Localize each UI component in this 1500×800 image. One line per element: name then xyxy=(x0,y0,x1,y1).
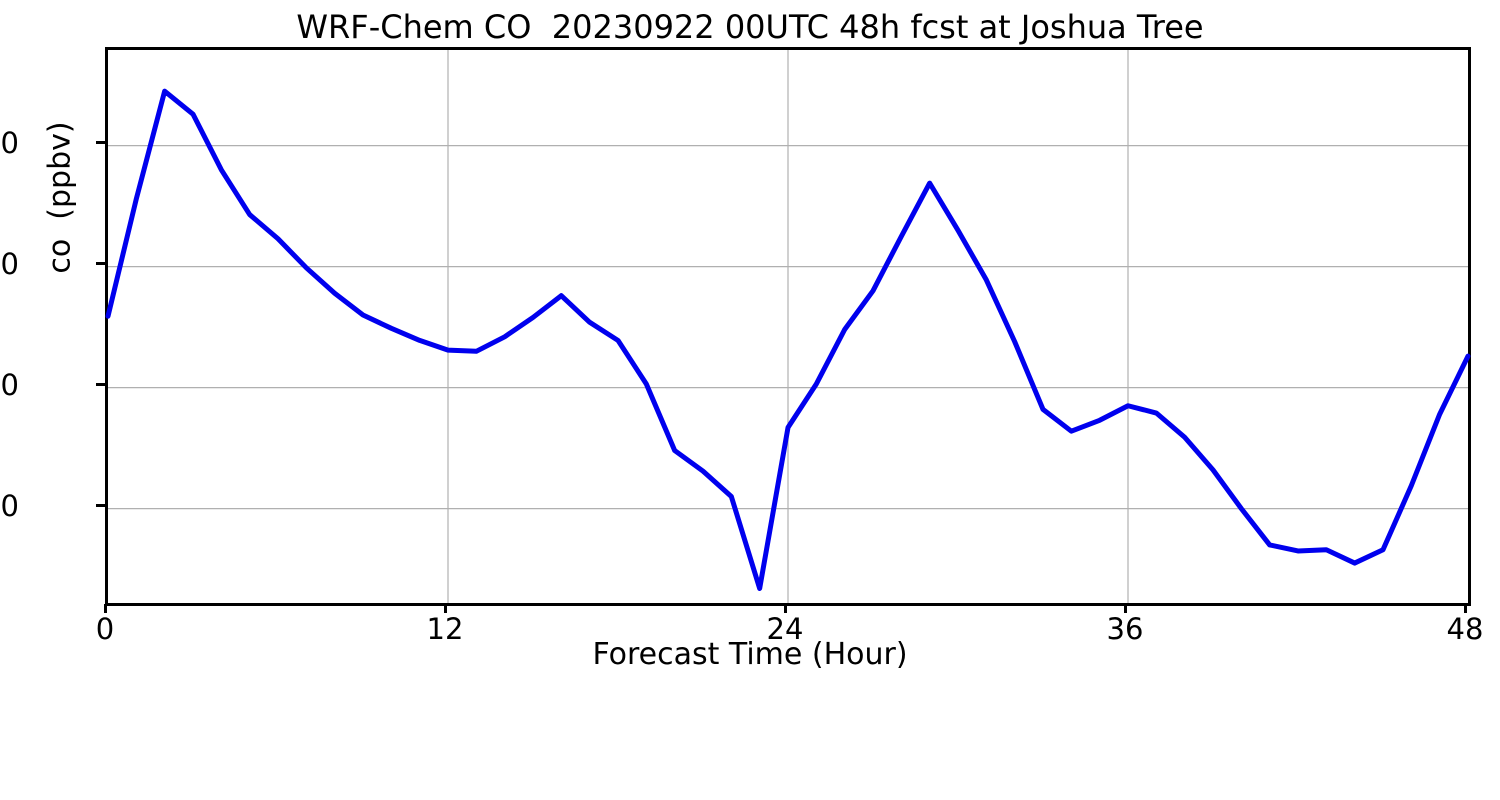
y-tick-mark-100 xyxy=(96,262,105,266)
x-tick-label-24: 24 xyxy=(766,612,804,646)
x-tick-label-12: 12 xyxy=(426,612,464,646)
chart-title: WRF-Chem CO 20230922 00UTC 48h fcst at J… xyxy=(296,8,1204,46)
x-tick-mark-0 xyxy=(103,604,107,613)
y-tick-label-80: 80 xyxy=(0,488,19,523)
x-tick-mark-12 xyxy=(443,604,447,613)
plot-area xyxy=(105,47,1471,606)
y-tick-mark-80 xyxy=(96,504,105,508)
x-tick-mark-36 xyxy=(1123,604,1127,613)
y-tick-mark-110 xyxy=(96,141,105,145)
data-line-co xyxy=(105,88,1471,591)
y-tick-mark-90 xyxy=(96,383,105,387)
y-tick-label-100: 100 xyxy=(0,246,19,281)
x-tick-mark-48 xyxy=(1463,604,1467,613)
y-tick-label-90: 90 xyxy=(0,367,19,402)
x-tick-mark-24 xyxy=(783,604,787,613)
x-tick-label-36: 36 xyxy=(1106,612,1144,646)
x-tick-label-0: 0 xyxy=(95,612,115,646)
x-axis-label: Forecast Time (Hour) xyxy=(592,637,908,672)
y-axis-label: co (ppbv) xyxy=(42,121,78,274)
y-tick-label-110: 110 xyxy=(0,125,19,160)
x-tick-label-48: 48 xyxy=(1446,612,1484,646)
